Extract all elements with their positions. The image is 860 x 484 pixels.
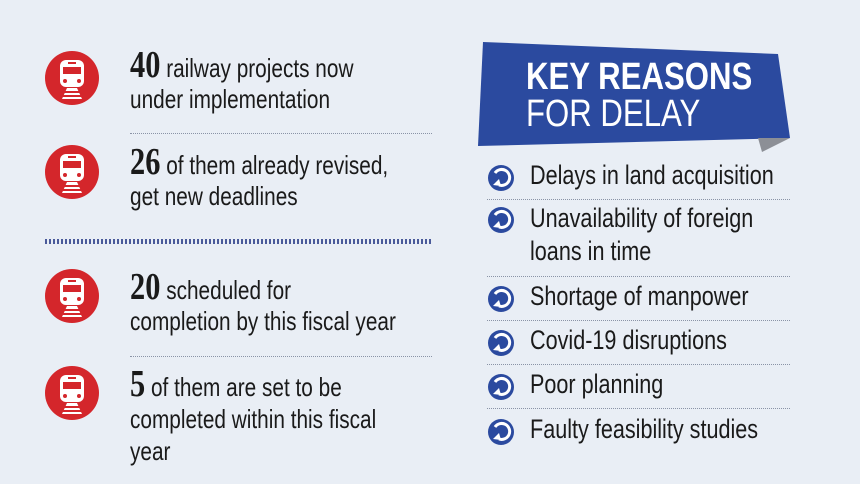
stat-text: scheduled for <box>166 275 292 305</box>
stat-20: 20 scheduled for completion by this fisca… <box>130 268 396 337</box>
stat-text: completed within this fiscal <box>130 404 377 434</box>
divider <box>487 408 790 409</box>
reason-item: Poor planning <box>530 369 664 399</box>
reason-item: Delays in land acquisition <box>530 160 774 190</box>
stat-number: 40 <box>130 44 161 86</box>
divider <box>487 199 790 200</box>
reason-item: Faulty feasibility studies <box>530 414 759 444</box>
stat-text: completion by this fiscal year <box>130 306 396 336</box>
banner-line2: FOR DELAY <box>526 93 701 135</box>
arrow-circle-icon <box>487 373 515 401</box>
reason-text: loans in time <box>530 236 652 266</box>
banner-title: KEY REASONS FOR DELAY <box>526 56 753 135</box>
stat-text: of them are set to be <box>150 372 342 402</box>
arrow-circle-icon <box>487 418 515 446</box>
stat-text: year <box>130 436 171 466</box>
divider <box>487 320 790 321</box>
stat-40: 40 railway projects now under implementat… <box>130 46 354 115</box>
banner-line1: KEY REASONS <box>526 56 753 98</box>
train-icon <box>45 366 99 420</box>
divider <box>130 133 432 134</box>
train-icon <box>45 145 99 199</box>
banner-ribbon <box>478 42 790 152</box>
arrow-circle-icon <box>487 329 515 357</box>
arrow-circle-icon <box>487 206 515 234</box>
reason-item: Unavailability of foreign loans in time <box>530 202 753 268</box>
divider <box>487 276 790 277</box>
stat-number: 26 <box>130 141 161 183</box>
divider <box>130 356 432 357</box>
divider <box>487 364 790 365</box>
stat-number: 20 <box>130 266 161 308</box>
stat-text: under implementation <box>130 84 331 114</box>
train-icon <box>45 269 99 323</box>
reason-item: Shortage of manpower <box>530 281 749 311</box>
stat-text: get new deadlines <box>130 181 298 211</box>
section-divider <box>45 239 432 244</box>
train-icon <box>45 51 99 105</box>
arrow-circle-icon <box>487 164 515 192</box>
stat-5: 5 of them are set to be completed within … <box>130 365 377 467</box>
stat-26: 26 of them already revised, get new deadl… <box>130 143 389 212</box>
arrow-circle-icon <box>487 285 515 313</box>
stat-text: railway projects now <box>166 53 354 83</box>
stat-number: 5 <box>130 363 146 405</box>
reason-text: Unavailability of foreign <box>530 203 754 233</box>
stat-text: of them already revised, <box>166 150 389 180</box>
reason-item: Covid-19 disruptions <box>530 325 727 355</box>
